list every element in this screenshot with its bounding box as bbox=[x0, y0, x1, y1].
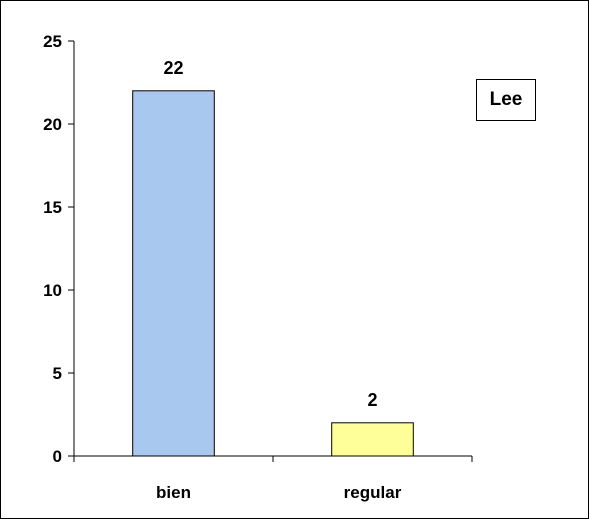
y-tick-label: 10 bbox=[43, 281, 62, 300]
y-tick-label: 25 bbox=[43, 32, 62, 51]
x-tick-label: regular bbox=[344, 483, 402, 502]
bar-regular bbox=[331, 422, 414, 457]
y-tick-label: 5 bbox=[53, 364, 62, 383]
y-tick-label: 20 bbox=[43, 115, 62, 134]
y-tick-label: 0 bbox=[53, 447, 62, 466]
data-label: 22 bbox=[163, 58, 183, 78]
bar-bien bbox=[132, 90, 215, 457]
legend-label: Lee bbox=[489, 89, 523, 110]
legend-box: Lee bbox=[476, 79, 536, 121]
x-tick-label: bien bbox=[156, 483, 191, 502]
data-label: 2 bbox=[367, 390, 377, 410]
y-tick-label: 15 bbox=[43, 198, 62, 217]
